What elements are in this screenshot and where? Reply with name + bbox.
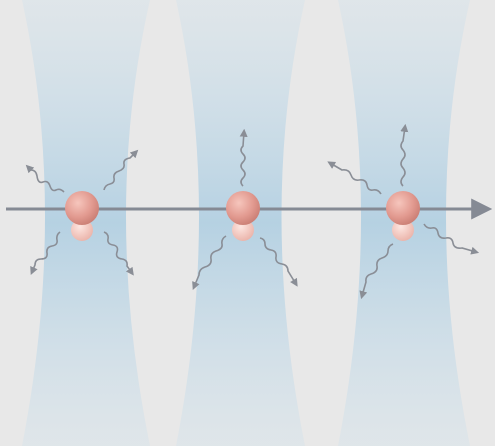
photon-wave (327, 161, 382, 195)
photon-wave (423, 223, 480, 255)
atom-pair-1 (65, 191, 99, 241)
photon-wave (25, 164, 65, 193)
photon-wave (103, 231, 134, 276)
large-atom (65, 191, 99, 225)
photon-wave (400, 123, 409, 187)
large-atom (226, 191, 260, 225)
photon-wave (259, 237, 298, 287)
small-atom (232, 219, 254, 241)
photons-trap-1 (25, 149, 139, 276)
photons-trap-3 (327, 123, 480, 300)
photon-wave (30, 231, 61, 275)
atom-pair-2 (226, 191, 260, 241)
photon-wave (239, 128, 248, 187)
large-atom (386, 191, 420, 225)
atom-pair-3 (386, 191, 420, 241)
small-atom (392, 219, 414, 241)
small-atom (71, 219, 93, 241)
photons-trap-2 (192, 128, 298, 290)
photon-wave (192, 235, 227, 290)
photon-wave (103, 149, 139, 191)
photon-wave (359, 243, 394, 300)
